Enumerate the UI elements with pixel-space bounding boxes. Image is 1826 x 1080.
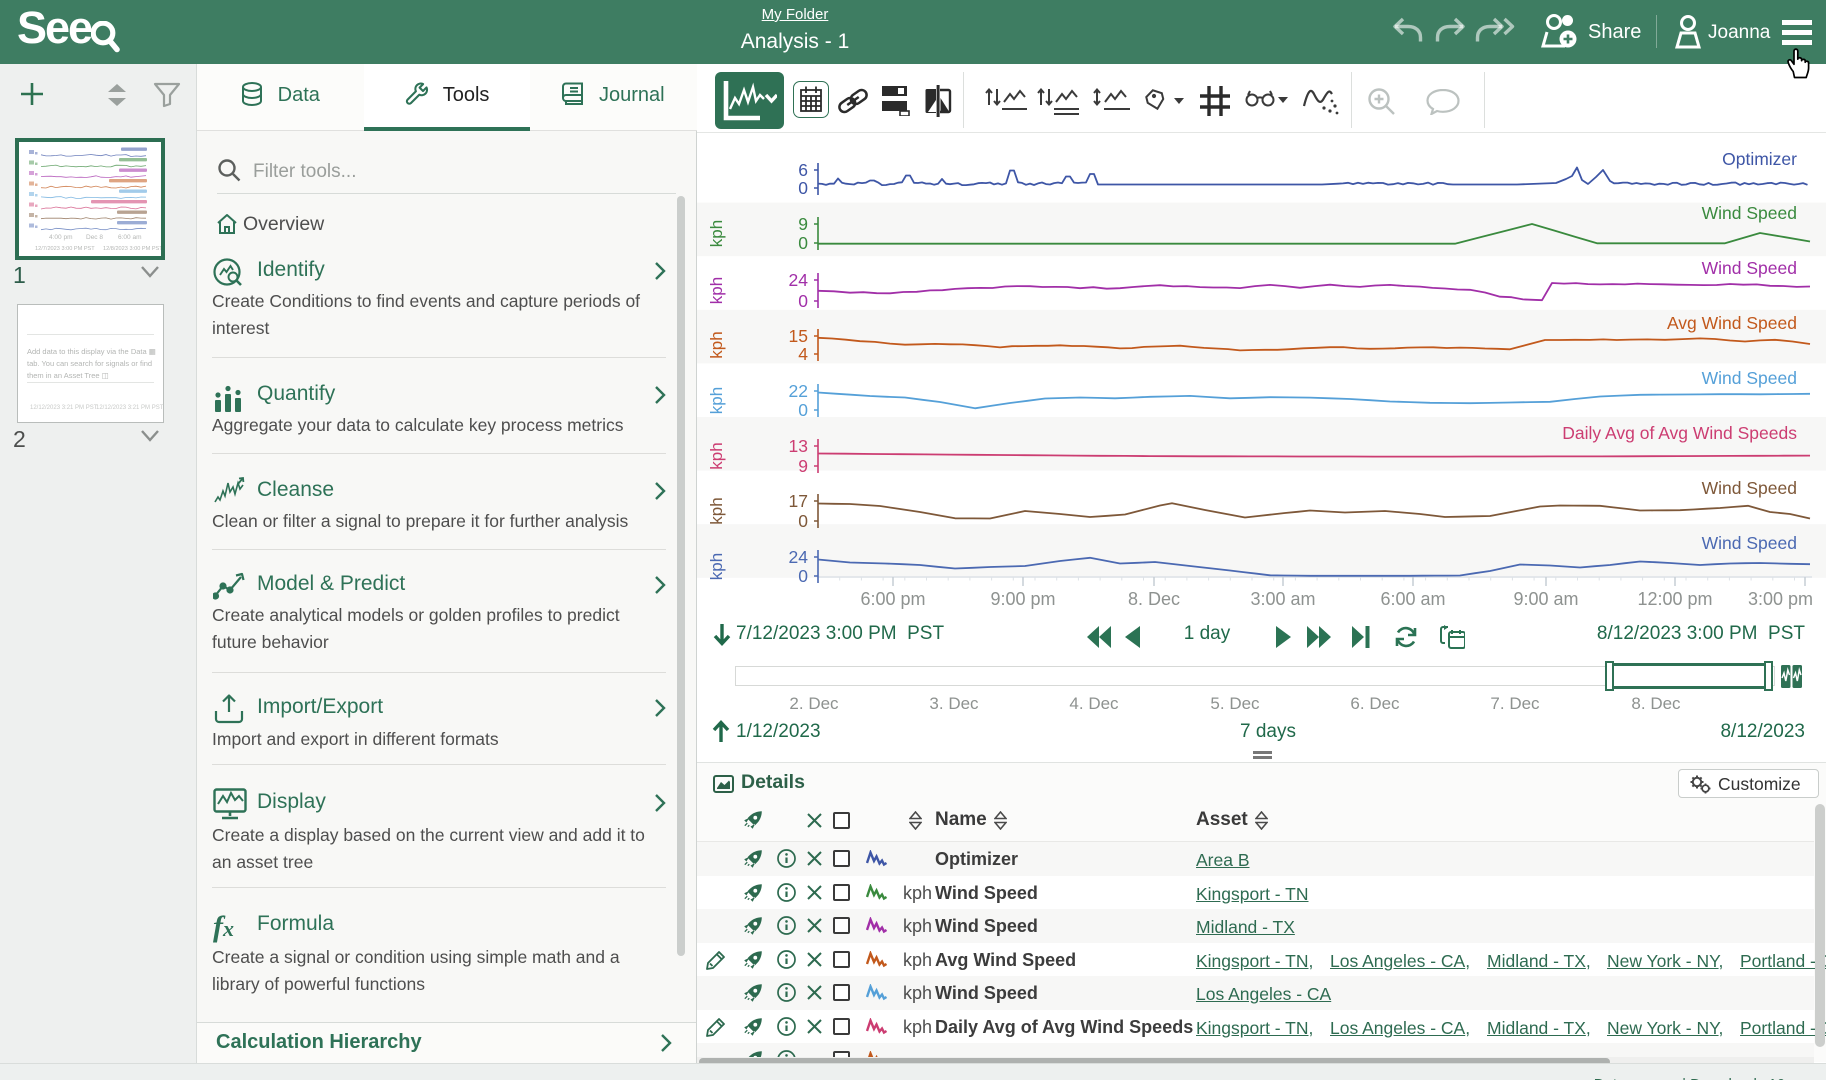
svg-text:6:00 pm: 6:00 pm [860, 589, 925, 609]
svg-text:24: 24 [789, 270, 809, 290]
svg-text:6:00 am: 6:00 am [1380, 589, 1445, 609]
svg-text:Daily Avg of Avg Wind Speeds: Daily Avg of Avg Wind Speeds [1562, 423, 1797, 443]
svg-text:6: 6 [798, 160, 808, 180]
svg-text:kph: kph [707, 220, 726, 247]
svg-text:0: 0 [798, 233, 808, 253]
svg-text:17: 17 [789, 491, 808, 511]
svg-text:kph: kph [707, 442, 726, 469]
svg-text:kph: kph [707, 387, 726, 414]
svg-text:0: 0 [798, 511, 808, 531]
svg-text:Wind Speed: Wind Speed [1702, 258, 1797, 278]
svg-text:6:00 am: 6:00 am [118, 234, 142, 241]
svg-text:Optimizer: Optimizer [1722, 149, 1797, 169]
svg-text:Wind Speed: Wind Speed [1702, 533, 1797, 553]
svg-text:4: 4 [798, 344, 808, 364]
svg-text:0: 0 [798, 400, 808, 420]
svg-text:9:00 am: 9:00 am [1513, 589, 1578, 609]
svg-text:12/7/2023 3:00 PM PST: 12/7/2023 3:00 PM PST [35, 246, 95, 252]
svg-text:4:00 pm: 4:00 pm [49, 234, 73, 241]
svg-text:0: 0 [798, 291, 808, 311]
svg-text:Dec 8: Dec 8 [86, 234, 103, 241]
svg-text:9: 9 [798, 456, 808, 476]
svg-text:13: 13 [789, 436, 808, 456]
svg-text:Wind Speed: Wind Speed [1702, 203, 1797, 223]
svg-text:3:00 pm: 3:00 pm [1748, 589, 1813, 609]
svg-text:22: 22 [789, 381, 808, 401]
svg-text:9: 9 [798, 214, 808, 234]
svg-text:15: 15 [789, 326, 808, 346]
svg-text:kph: kph [707, 497, 726, 524]
svg-text:9:00 pm: 9:00 pm [990, 589, 1055, 609]
svg-text:Wind Speed: Wind Speed [1702, 368, 1797, 388]
svg-text:Avg Wind Speed: Avg Wind Speed [1667, 313, 1797, 333]
svg-text:3:00 am: 3:00 am [1250, 589, 1315, 609]
svg-text:24: 24 [789, 547, 809, 567]
svg-text:8. Dec: 8. Dec [1128, 589, 1180, 609]
svg-text:12/8/2023 3:00 PM PST: 12/8/2023 3:00 PM PST [103, 246, 161, 252]
svg-text:kph: kph [707, 331, 726, 358]
svg-text:12:00 pm: 12:00 pm [1637, 589, 1712, 609]
svg-text:0: 0 [798, 178, 808, 198]
svg-text:kph: kph [707, 553, 726, 580]
svg-text:kph: kph [707, 277, 726, 304]
svg-text:0: 0 [798, 566, 808, 586]
svg-text:Wind Speed: Wind Speed [1702, 478, 1797, 498]
